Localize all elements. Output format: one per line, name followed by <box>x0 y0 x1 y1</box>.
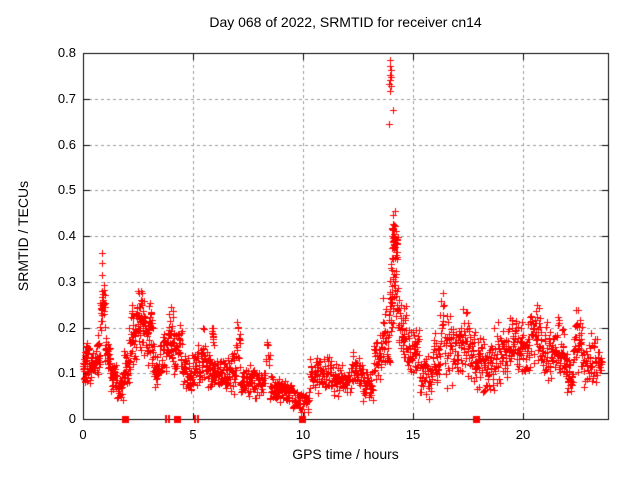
y-tick-label: 0.4 <box>57 228 76 243</box>
y-tick-label: 0 <box>68 411 76 426</box>
y-tick-label: 0.6 <box>57 137 76 152</box>
y-tick-label: 0.3 <box>57 274 76 289</box>
x-tick-label: 20 <box>515 427 531 442</box>
x-axis-label: GPS time / hours <box>292 446 399 462</box>
y-tick-label: 0.2 <box>57 320 76 335</box>
x-tick-label: 5 <box>189 427 197 442</box>
x-tick-label: 15 <box>405 427 421 442</box>
x-tick-label: 0 <box>79 427 87 442</box>
y-tick-label: 0.7 <box>57 91 76 106</box>
y-tick-label: 0.5 <box>57 182 76 197</box>
chart-title: Day 068 of 2022, SRMTID for receiver cn1… <box>209 14 482 30</box>
y-tick-label: 0.1 <box>57 365 76 380</box>
x-tick-label: 10 <box>295 427 311 442</box>
y-tick-label: 0.8 <box>57 45 76 60</box>
